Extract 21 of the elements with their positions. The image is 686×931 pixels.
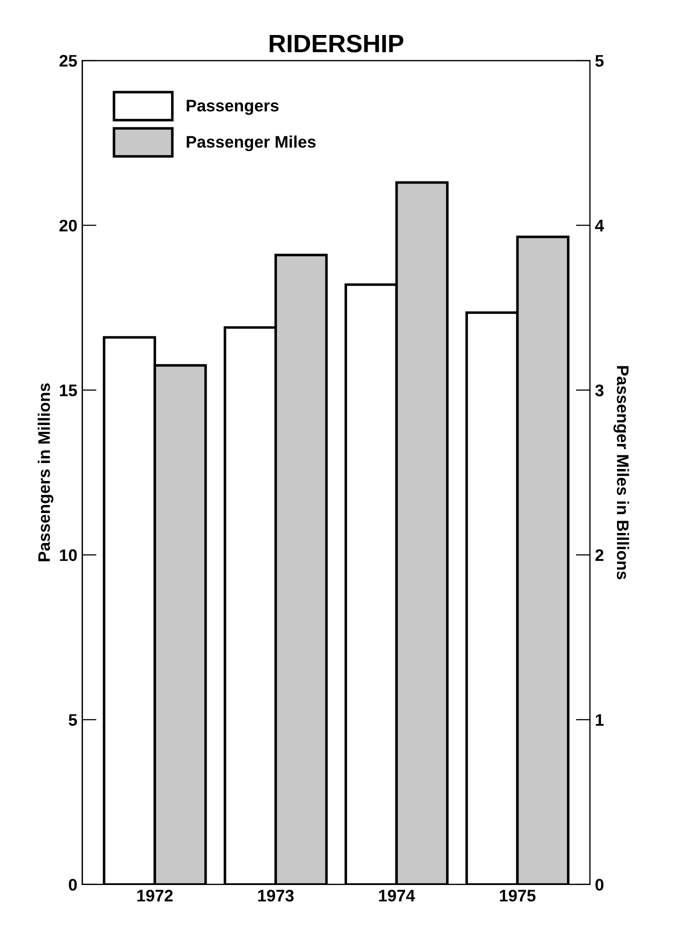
x-tick-label: 1973 [258, 890, 294, 902]
legend-label: Passenger Miles [186, 136, 316, 152]
y-tick-label: 10 [60, 549, 77, 562]
y2-tick-label: 0 [595, 878, 604, 891]
legend-label: Passengers [186, 100, 279, 115]
y-tick-label: 5 [68, 714, 77, 726]
y2-tick-label: 2 [595, 549, 604, 561]
x-tick-label: 1972 [137, 890, 173, 902]
y-axis-title: Passengers in Millions [38, 383, 54, 562]
y-tick-label: 0 [68, 878, 77, 891]
y-tick-label: 25 [60, 54, 77, 67]
y2-tick-label: 5 [595, 55, 604, 67]
y2-tick-label: 1 [596, 714, 604, 726]
x-tick-label: 1974 [379, 890, 416, 902]
y2-tick-label: 3 [595, 384, 604, 396]
y-tick-label: 20 [60, 220, 77, 232]
y-tick-label: 15 [60, 384, 77, 396]
x-tick-label: 1975 [500, 890, 536, 902]
y2-tick-label: 4 [595, 220, 604, 232]
chart-title: RIDERSHIP [270, 34, 404, 52]
y2-axis-title: Passenger Miles in Billions [613, 366, 630, 580]
